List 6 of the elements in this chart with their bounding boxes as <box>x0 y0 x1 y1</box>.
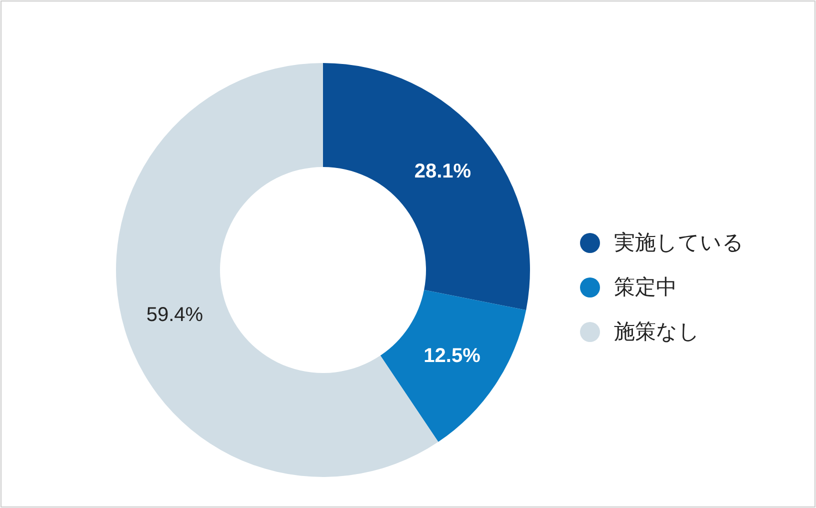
data-label: 59.4% <box>146 304 204 326</box>
legend-label: 実施している <box>614 232 744 254</box>
data-label: 28.1% <box>414 160 472 183</box>
legend-label: 施策なし <box>614 320 700 344</box>
legend-label: 策定中 <box>614 276 677 299</box>
data-label: 12.5% <box>424 344 481 367</box>
